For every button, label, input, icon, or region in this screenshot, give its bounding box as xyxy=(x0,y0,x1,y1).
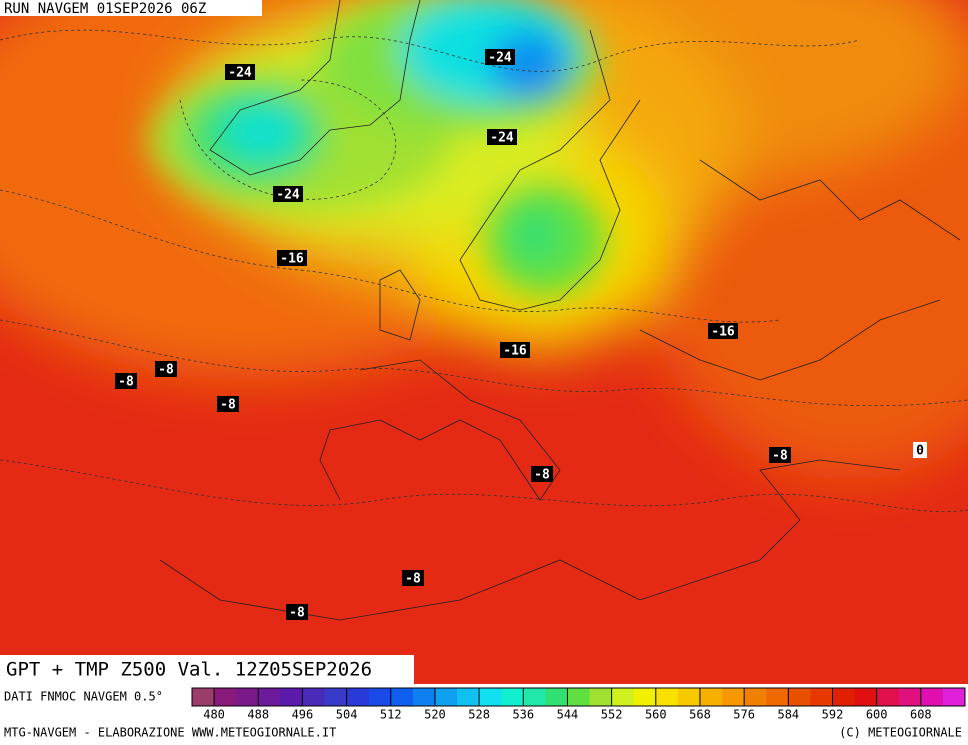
colorbar-swatch xyxy=(677,688,701,706)
colorbar-swatch xyxy=(567,688,591,706)
colorbar-swatch xyxy=(722,688,745,706)
contour-label: -8 xyxy=(118,375,134,390)
contour-label-box xyxy=(115,373,137,389)
colorbar-tick-label: 488 xyxy=(247,708,269,722)
colorbar-swatch xyxy=(457,688,480,706)
colorbar-swatch xyxy=(699,688,723,706)
colorbar-swatch xyxy=(236,688,259,706)
colorbar-swatch xyxy=(920,688,944,706)
colorbar-swatch xyxy=(434,688,458,706)
contour-label-box xyxy=(225,64,255,80)
colorbar-swatch xyxy=(523,688,546,706)
colorbar-tick-label: 584 xyxy=(777,708,799,722)
contour-label: -16 xyxy=(503,344,527,359)
colorbar-swatch xyxy=(501,688,524,706)
colorbar-swatch xyxy=(479,688,502,706)
colorbar-swatch xyxy=(368,688,392,706)
contour-label: -16 xyxy=(711,325,735,340)
colorbar-tick-label: 568 xyxy=(689,708,711,722)
colorbar-swatch xyxy=(258,688,281,706)
colorbar-swatch xyxy=(876,688,900,706)
colorbar-swatch xyxy=(192,688,215,706)
contour-label: -24 xyxy=(276,188,300,203)
colorbar-tick-label: 600 xyxy=(866,708,888,722)
colorbar-tick-label: 480 xyxy=(203,708,225,722)
contour-label: -8 xyxy=(772,449,788,464)
colorbar-swatch xyxy=(390,688,414,706)
colorbar-tick-label: 608 xyxy=(910,708,932,722)
colorbar-tick-label: 560 xyxy=(645,708,667,722)
map-title: GPT + TMP Z500 Val. 12Z05SEP2026 xyxy=(6,659,372,681)
map-field xyxy=(0,0,968,684)
colorbar-frame xyxy=(191,687,966,707)
colorbar-swatch xyxy=(589,688,613,706)
colorbar-tick-label: 528 xyxy=(468,708,490,722)
contour-label-box xyxy=(485,49,515,65)
contour-label-box xyxy=(913,442,927,458)
colorbar-tick-label: 496 xyxy=(292,708,314,722)
contour-label-box xyxy=(277,250,307,266)
contour-label-box xyxy=(286,604,308,620)
contour-label: -24 xyxy=(228,66,252,81)
colorbar-tick-label: 576 xyxy=(733,708,755,722)
colorbar-swatch xyxy=(545,688,568,706)
contour-label-box xyxy=(155,361,177,377)
contour-label: -8 xyxy=(289,606,305,621)
contours xyxy=(0,29,968,513)
colorbar-caption: DATI FNMOC NAVGEM 0.5° xyxy=(4,690,163,704)
contour-label: 0 xyxy=(916,444,924,459)
colorbar-swatch xyxy=(810,688,833,706)
contour-label-box xyxy=(273,186,303,202)
contour-label: -8 xyxy=(534,468,550,483)
colorbar-swatch xyxy=(766,688,789,706)
contour-label-box xyxy=(531,466,553,482)
colorbar-swatch xyxy=(280,688,303,706)
colorbar-swatch xyxy=(412,688,436,706)
colorbar-tick-label: 512 xyxy=(380,708,402,722)
colorbar-swatch xyxy=(744,688,767,706)
footer-right: (C) METEOGIORNALE xyxy=(839,726,962,740)
run-box xyxy=(0,0,262,16)
contour-label-box xyxy=(217,396,239,412)
footer-left: MTG-NAVGEM - ELABORAZIONE WWW.METEOGIORN… xyxy=(4,726,336,740)
colorbar-swatch xyxy=(324,688,348,706)
contour-label: -8 xyxy=(220,398,236,413)
contour-label: -8 xyxy=(158,363,174,378)
colorbar-swatch xyxy=(214,688,237,706)
contour-label-box xyxy=(769,447,791,463)
colorbar-tick-label: 520 xyxy=(424,708,446,722)
colorbar-tick-label: 536 xyxy=(512,708,534,722)
colorbar-swatch xyxy=(898,688,922,706)
contour-label-box xyxy=(402,570,424,586)
colorbar-tick-label: 552 xyxy=(601,708,623,722)
colorbar-swatch xyxy=(854,688,878,706)
colorbar-swatch xyxy=(633,688,657,706)
colorbar-swatch xyxy=(832,688,856,706)
colorbar-swatch xyxy=(346,688,370,706)
colorbar-tick-label: 544 xyxy=(557,708,579,722)
run-label: RUN NAVGEM 01SEP2026 06Z xyxy=(4,1,206,17)
contour-label: -24 xyxy=(490,131,514,146)
contour-label: -8 xyxy=(405,572,421,587)
colorbar-swatch xyxy=(302,688,326,706)
contour-label-box xyxy=(708,323,738,339)
contour-label: -16 xyxy=(280,252,304,267)
contour-label-box xyxy=(487,129,517,145)
colorbar-swatch xyxy=(611,688,635,706)
contour-label: -24 xyxy=(488,51,512,66)
contour-label-box xyxy=(500,342,530,358)
colorbar-tick-label: 592 xyxy=(822,708,844,722)
title-box xyxy=(0,655,414,684)
colorbar-swatch xyxy=(788,688,811,706)
colorbar-swatch xyxy=(942,688,966,706)
colorbar-swatch xyxy=(655,688,679,706)
colorbar-tick-label: 504 xyxy=(336,708,358,722)
